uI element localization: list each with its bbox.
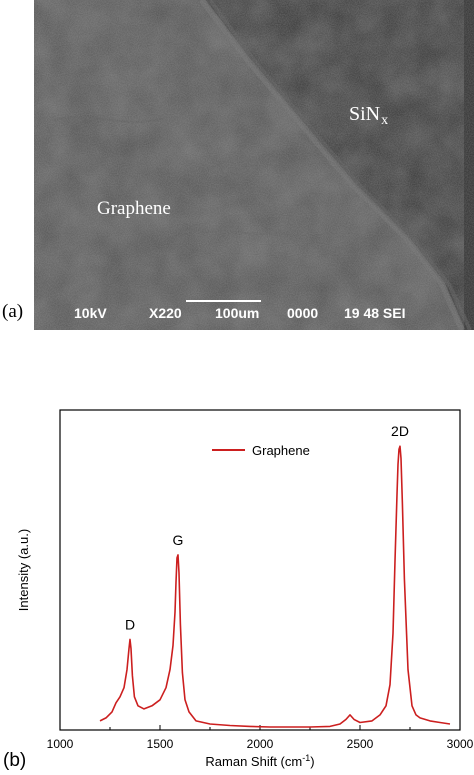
sem-code: 19 48 SEI xyxy=(344,305,406,321)
sem-voltage: 10kV xyxy=(74,305,107,321)
scale-bar xyxy=(186,300,261,302)
x-tick-label: 1500 xyxy=(147,737,174,751)
sem-texture xyxy=(34,0,474,330)
panel-b-label: (b) xyxy=(3,750,26,771)
x-axis-label: Raman Shift (cm-1) xyxy=(205,753,314,769)
legend-label: Graphene xyxy=(252,443,310,458)
plot-frame xyxy=(59,409,461,731)
peak-label: D xyxy=(125,616,135,632)
raman-spectrum-chart: 1000 1500 2000 2500 3000 D G 2D Graphene Inten… xyxy=(3,409,474,771)
series-line-graphene xyxy=(99,445,451,728)
x-axis-ticks: 1000 1500 2000 2500 3000 xyxy=(47,725,474,751)
x-tick-label: 2500 xyxy=(347,737,374,751)
x-axis-label-end: ) xyxy=(310,754,314,769)
series-layer xyxy=(99,445,451,728)
x-axis-label-main: Raman Shift (cm xyxy=(205,754,302,769)
x-axis-label-sup: -1 xyxy=(302,753,310,763)
sem-info-bar: 10kV X220 100um 0000 19 48 SEI xyxy=(34,300,474,330)
sem-magnification: X220 xyxy=(149,305,182,321)
sinx-base: SiN xyxy=(349,103,381,125)
y-axis-label: Intensity (a.u.) xyxy=(16,529,31,611)
peak-annotations: D G 2D xyxy=(125,423,409,632)
sinx-subscript: x xyxy=(381,113,389,128)
peak-label: G xyxy=(173,532,184,548)
panel-a-label: (a) xyxy=(2,301,24,322)
sem-micrograph: Graphene SiNx 10kV X220 100um 0000 19 48… xyxy=(34,0,474,330)
graphene-region-label: Graphene xyxy=(97,198,171,219)
peak-label: 2D xyxy=(391,423,409,439)
x-tick-label: 1000 xyxy=(47,737,74,751)
x-tick-label: 2000 xyxy=(247,737,274,751)
sem-scale-label: 100um xyxy=(215,305,260,321)
sem-number: 0000 xyxy=(287,305,319,321)
x-tick-label: 3000 xyxy=(447,737,474,751)
sinx-region-label: SiNx xyxy=(349,103,388,129)
legend: Graphene xyxy=(212,443,310,458)
